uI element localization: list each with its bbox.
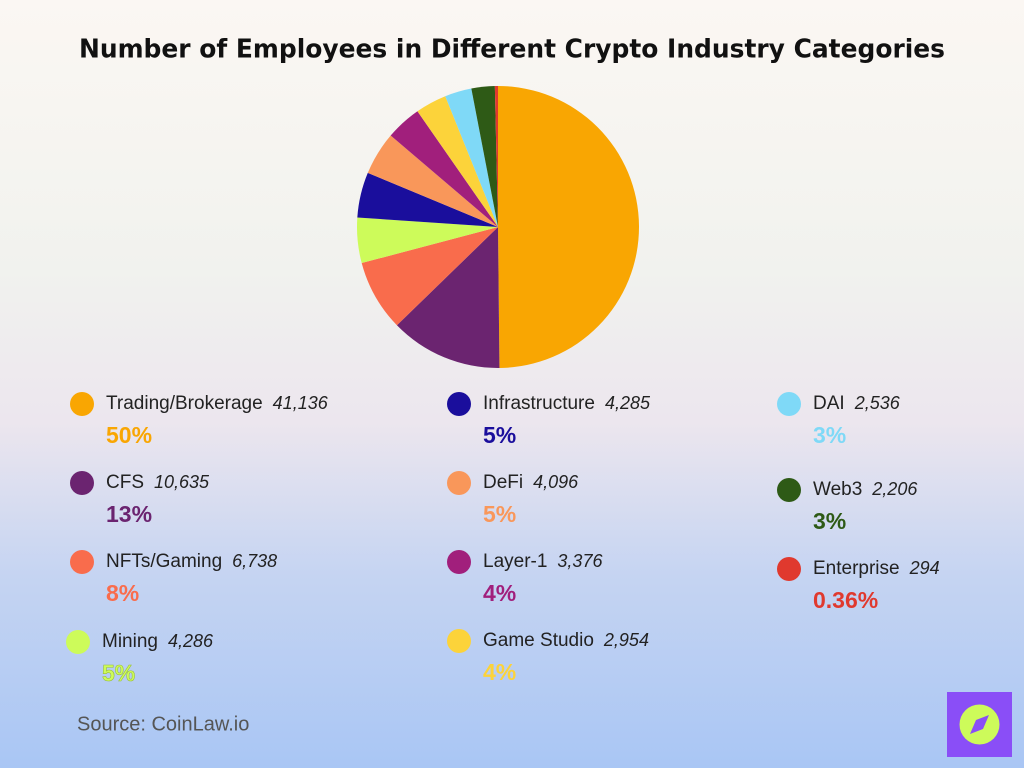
- legend-marker: [777, 392, 801, 416]
- legend-marker: [447, 392, 471, 416]
- pie-slice: [367, 135, 498, 227]
- legend-label: DAI: [813, 393, 845, 414]
- value-label: 41,136: [273, 393, 329, 413]
- logo: [947, 692, 1012, 757]
- legend-label: Game Studio: [483, 630, 594, 651]
- logo-needle: [970, 715, 989, 734]
- pie-slice: [357, 217, 498, 264]
- value-label: 294: [909, 558, 940, 578]
- share-label: 0.36%: [813, 587, 878, 613]
- value-label: 3,376: [557, 551, 603, 571]
- value-label: 6,738: [232, 551, 277, 571]
- pie-slice: [494, 86, 498, 227]
- legend-label: Mining: [102, 631, 158, 652]
- legend-marker: [447, 629, 471, 653]
- pie-slice: [445, 88, 498, 227]
- legend-label: Web3: [813, 479, 862, 500]
- legend-marker: [70, 392, 94, 416]
- share-label: 13%: [106, 501, 152, 527]
- pie-slice: [361, 227, 498, 326]
- value-label: 10,635: [154, 472, 210, 492]
- legend-label: CFS: [106, 472, 144, 493]
- value-label: 2,536: [854, 393, 901, 413]
- legend-label: Trading/Brokerage: [106, 393, 263, 414]
- share-label: 8%: [106, 580, 139, 606]
- legend-label: Enterprise: [813, 558, 900, 579]
- pie-slice: [498, 86, 639, 368]
- source: Source: CoinLaw.io: [77, 713, 249, 735]
- share-label: 4%: [483, 580, 516, 606]
- legend-marker: [777, 478, 801, 502]
- share-label: 3%: [813, 422, 846, 448]
- pie-slice: [390, 111, 498, 227]
- legend-marker: [70, 471, 94, 495]
- pie-slice: [396, 227, 500, 369]
- legend-label: DeFi: [483, 472, 523, 493]
- value-label: 4,096: [533, 472, 579, 492]
- pie-slice: [357, 172, 498, 227]
- value-label: 4,286: [168, 631, 214, 651]
- legend-marker: [777, 557, 801, 581]
- legend-marker: [70, 550, 94, 574]
- share-label: 5%: [483, 501, 516, 527]
- legend-label: NFTs/Gaming: [106, 551, 222, 572]
- value-label: 2,206: [871, 479, 918, 499]
- pie-slice: [417, 96, 498, 227]
- legend-label: Infrastructure: [483, 393, 595, 414]
- value-label: 4,285: [605, 393, 651, 413]
- share-label: 5%: [483, 422, 516, 448]
- legend-label: Layer-1: [483, 551, 547, 572]
- share-label: 3%: [813, 508, 846, 534]
- value-label: 2,954: [603, 630, 649, 650]
- share-label: 4%: [483, 659, 516, 685]
- legend-marker: [447, 550, 471, 574]
- share-label: 5%: [102, 660, 135, 686]
- legend-marker: [447, 471, 471, 495]
- pie-slice: [471, 86, 498, 227]
- share-label: 50%: [106, 422, 152, 448]
- legend-marker: [66, 630, 90, 654]
- chart-title: Number of Employees in Different Crypto …: [79, 35, 945, 65]
